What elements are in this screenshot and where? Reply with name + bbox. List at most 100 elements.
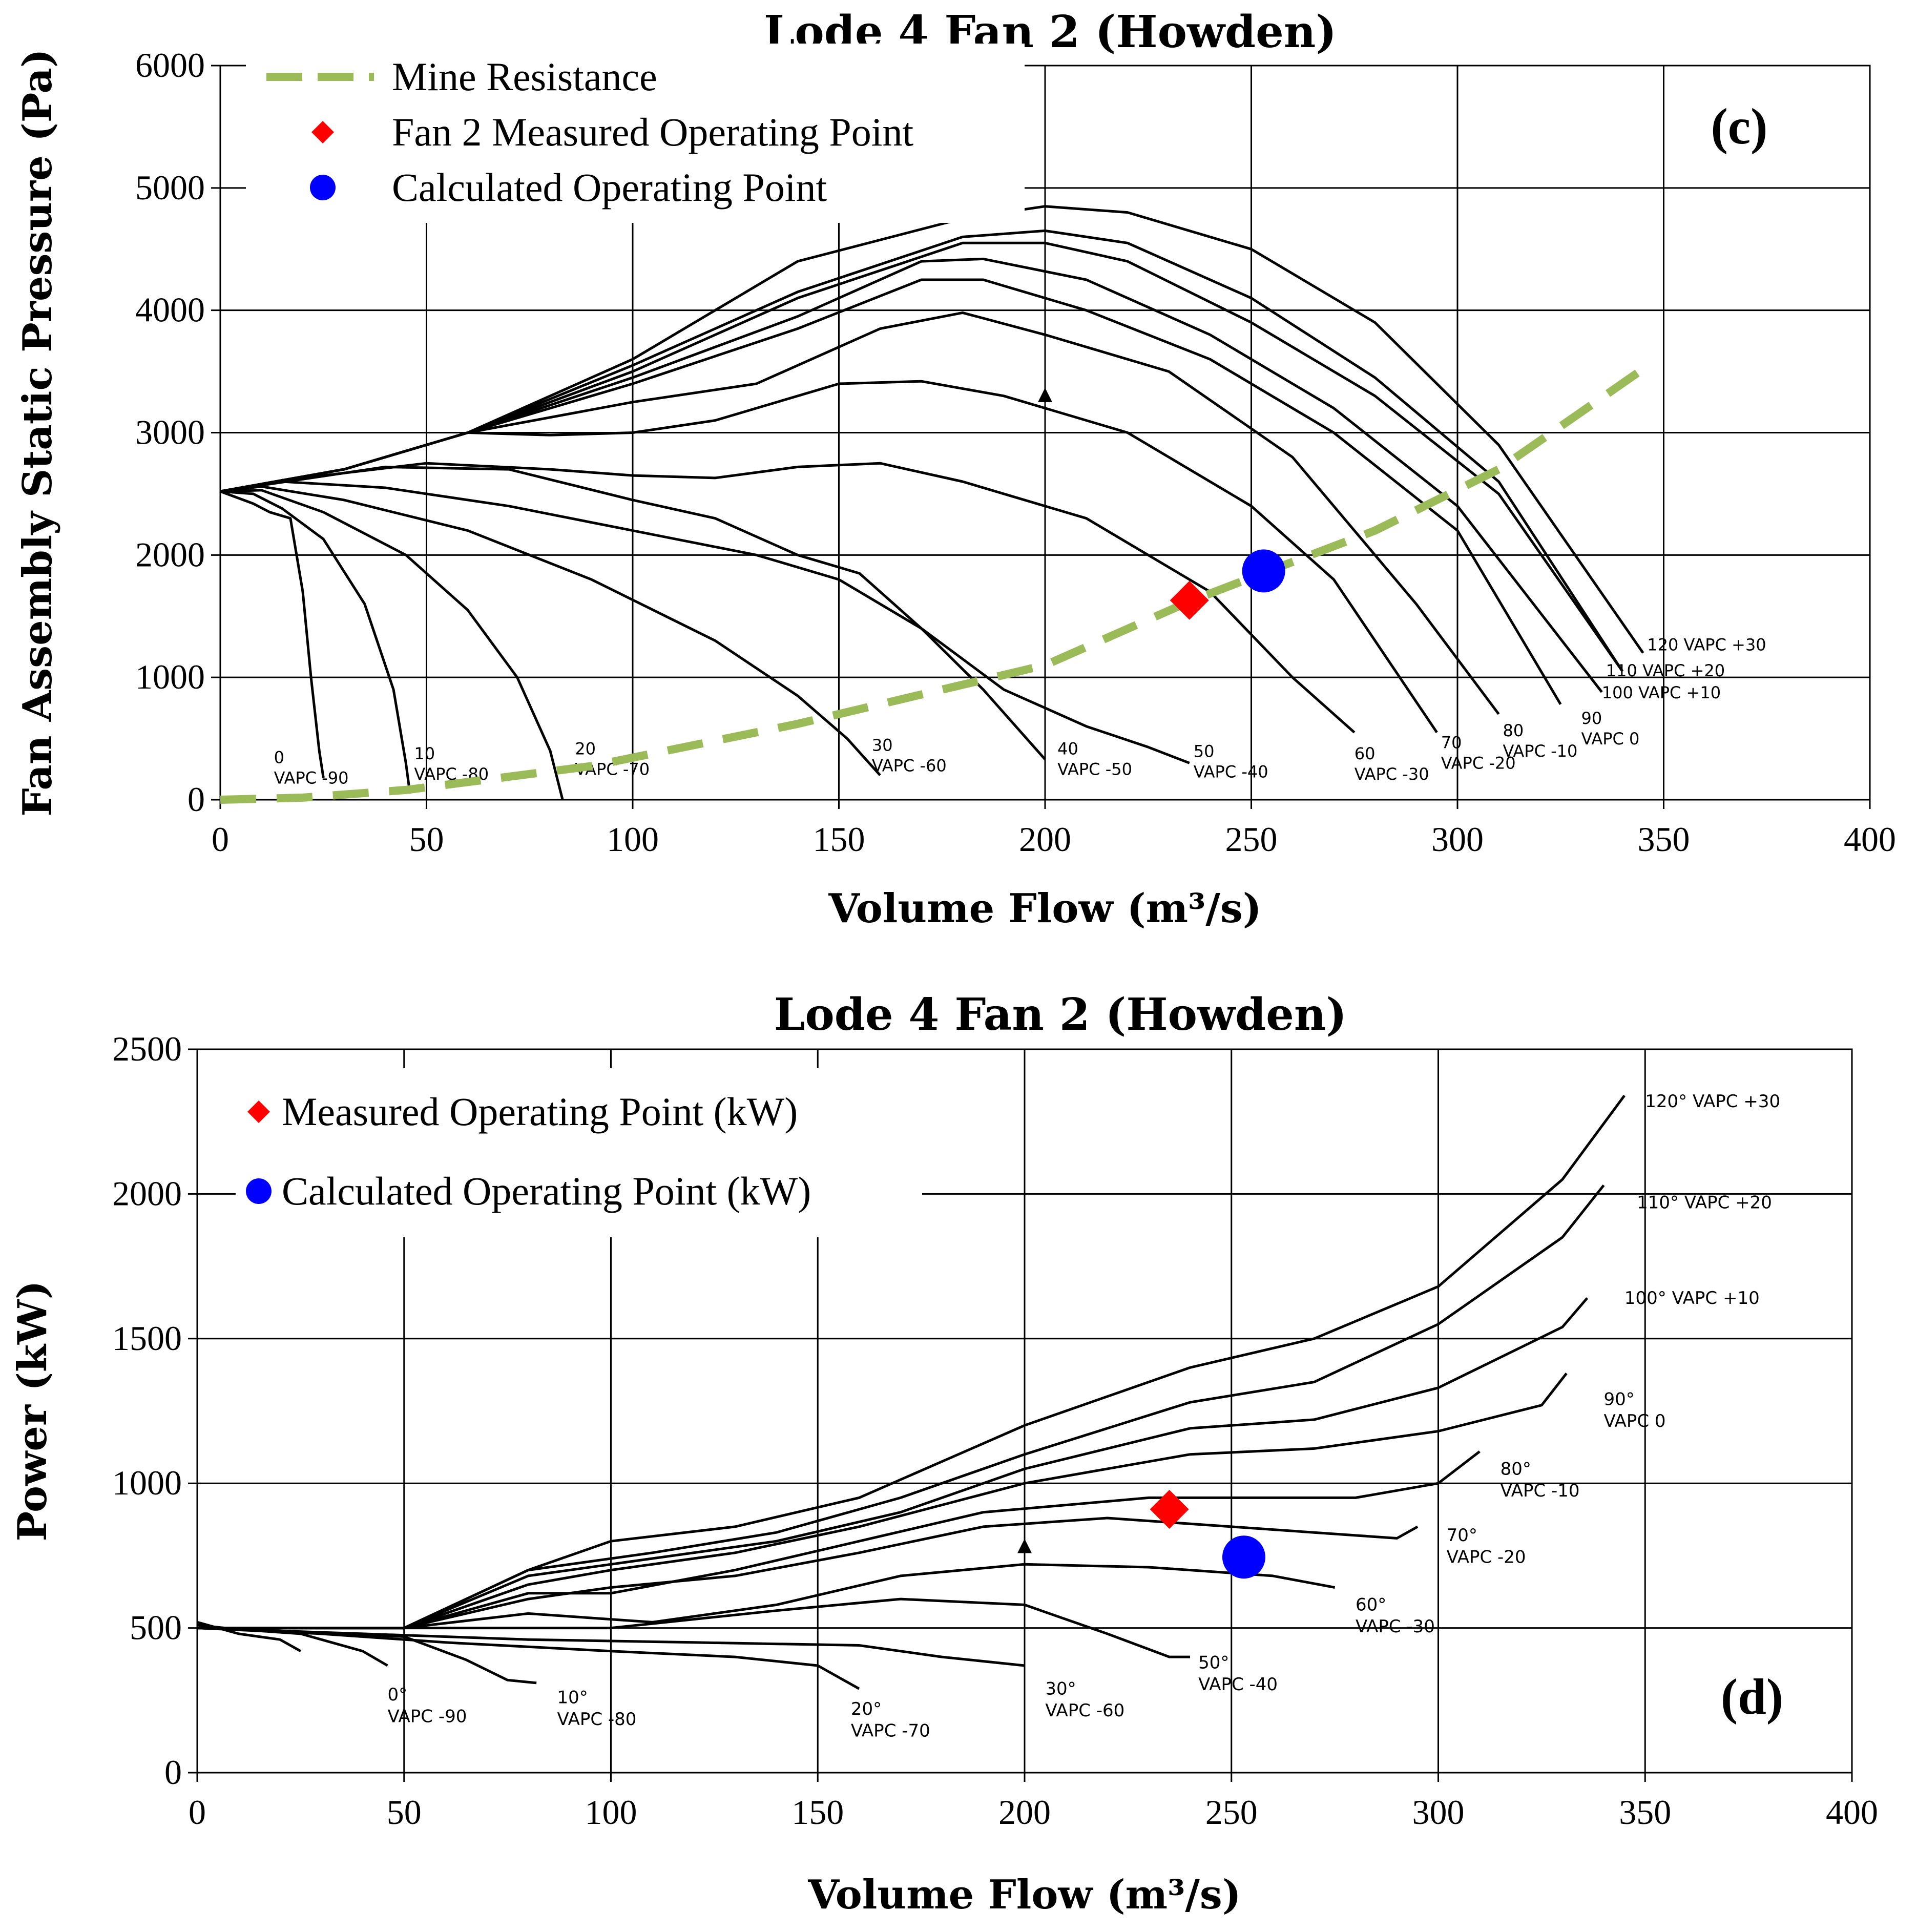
panel-label: (c): [1711, 98, 1768, 155]
fan-curve-line: [220, 490, 325, 778]
y-tick-label: 2000: [135, 535, 205, 574]
fan-curve-label: 50: [1194, 741, 1215, 761]
fan-curve-line: [220, 489, 564, 800]
x-tick-label: 250: [1225, 820, 1278, 859]
x-tick-label: 300: [1412, 1793, 1465, 1832]
fan-curve-label: 70°: [1447, 1525, 1477, 1546]
fan-curve-label: 30: [872, 735, 893, 755]
measured-operating-point: [1170, 580, 1209, 620]
y-tick-label: 3000: [135, 413, 205, 452]
fan-curve-label: VAPC -20: [1441, 754, 1516, 773]
fan-curve-line: [197, 1373, 1568, 1630]
x-tick-label: 0: [212, 820, 229, 859]
fan-curve-label: 60°: [1356, 1595, 1386, 1615]
fan-curve-label: 50°: [1198, 1653, 1229, 1673]
fan-curve-label: 90: [1581, 709, 1602, 728]
fan-curve-label: 90°: [1604, 1389, 1635, 1410]
fan-curve-label: 0°: [387, 1685, 407, 1705]
y-tick-label: 500: [130, 1608, 182, 1647]
fan-curve-line: [220, 311, 1500, 715]
legend-background: [246, 44, 1025, 223]
x-tick-label: 0: [189, 1793, 206, 1832]
x-tick-label: 350: [1638, 820, 1690, 859]
x-tick-label: 350: [1619, 1793, 1671, 1832]
x-tick-label: 400: [1844, 820, 1896, 859]
x-tick-label: 150: [791, 1793, 844, 1832]
fan-curve-label: 30°: [1045, 1679, 1076, 1699]
fan-curve-line: [220, 490, 411, 794]
fan-curve-label: 20: [575, 739, 596, 759]
fan-curve-label: VAPC -30: [1355, 764, 1429, 784]
x-tick-label: 50: [387, 1793, 422, 1832]
measured-operating-point: [1150, 1490, 1189, 1529]
y-tick-label: 6000: [135, 46, 205, 85]
fan-curve-label: 10°: [557, 1687, 588, 1708]
calculated-operating-point: [1222, 1535, 1265, 1579]
fan-curve-label: 20°: [851, 1699, 882, 1719]
fan-curve-label: VAPC -60: [1045, 1700, 1124, 1721]
x-tick-label: 300: [1431, 820, 1484, 859]
fan-curve-label: 60: [1355, 744, 1376, 763]
fan-curve-label: 100 VAPC +10: [1602, 683, 1721, 702]
stall-marker-triangle: [1017, 1539, 1032, 1553]
fan-curve-line: [197, 1563, 1336, 1630]
fan-curve-line: [197, 1516, 1419, 1630]
fan-curve-label: 10: [414, 744, 435, 763]
y-tick-label: 2000: [112, 1174, 182, 1213]
fan-curve-label: VAPC -90: [274, 768, 349, 787]
fan-curve-label: VAPC -50: [1057, 760, 1132, 779]
legend-label: Fan 2 Measured Operating Point: [392, 110, 913, 154]
chart-panel-c: 0 50 100 150 200 250 300 350 4000100020003000400…: [14, 6, 1896, 932]
fan-curve-label: VAPC -20: [1447, 1547, 1526, 1568]
mine-resistance-line: [220, 365, 1645, 804]
legend-swatch-circle: [246, 1178, 272, 1204]
fan-curve-label: 110° VAPC +20: [1637, 1193, 1772, 1213]
fan-curve-label: VAPC -80: [557, 1709, 637, 1730]
fan-curve-line: [197, 1627, 1025, 1667]
fan-curve-line: [220, 229, 1624, 672]
x-tick-label: 250: [1205, 1793, 1258, 1832]
y-tick-label: 1000: [135, 657, 205, 696]
fan-curve-label: VAPC 0: [1581, 729, 1640, 749]
fan-curve-line: [220, 480, 1046, 760]
x-tick-label: 400: [1826, 1793, 1878, 1832]
y-tick-label: 0: [164, 1753, 182, 1792]
fan-curve-label: 120 VAPC +30: [1647, 635, 1766, 655]
legend-label: Mine Resistance: [392, 54, 657, 99]
legend-label: Measured Operating Point (kW): [282, 1089, 798, 1134]
legend-swatch-diamond: [311, 121, 334, 143]
y-axis-title: Power (kW): [9, 1280, 56, 1541]
fan-curve-label: VAPC -40: [1194, 762, 1268, 781]
fan-curve-label: VAPC -40: [1198, 1674, 1278, 1695]
y-tick-label: 2500: [112, 1029, 182, 1068]
x-tick-label: 150: [813, 820, 865, 859]
x-tick-label: 100: [607, 820, 659, 859]
legend-label: Calculated Operating Point: [392, 165, 827, 210]
fan-curve-label: 120° VAPC +30: [1645, 1091, 1780, 1112]
chart-panel-d: 0 50 100 150 200 250 300 350 400 0 500 1000 1500 2000…: [9, 989, 1878, 1918]
fan-curve-line: [220, 465, 1190, 764]
fan-curve-label: VAPC 0: [1604, 1411, 1666, 1431]
x-tick-label: 50: [409, 820, 444, 859]
fan-curve-label: 80: [1503, 721, 1524, 740]
fan-curve-label: 40: [1057, 739, 1078, 759]
fan-curve-line: [220, 205, 1644, 654]
y-tick-label: 5000: [135, 168, 205, 207]
fan-curve-line: [197, 1094, 1626, 1630]
fan-curve-line: [220, 485, 881, 776]
fan-curve-line: [197, 1184, 1605, 1630]
panel-label: (d): [1721, 1668, 1783, 1725]
fan-curve-label: VAPC -60: [872, 756, 947, 775]
fan-curve-label: VAPC -90: [387, 1706, 467, 1727]
fan-curve-label: 110 VAPC +20: [1606, 661, 1725, 680]
y-tick-label: 1000: [112, 1463, 182, 1502]
fan-curve-label: VAPC -30: [1356, 1616, 1435, 1637]
x-axis-title: Volume Flow (m³/s): [828, 885, 1261, 932]
legend-swatch-diamond: [247, 1100, 270, 1123]
legend-swatch-circle: [310, 175, 336, 200]
fan-curve-line: [197, 1450, 1481, 1630]
calculated-operating-point: [1242, 549, 1285, 593]
x-tick-label: 200: [998, 1793, 1051, 1832]
fan-curve-label: 100° VAPC +10: [1624, 1288, 1760, 1308]
fan-curve-label: 0: [274, 747, 284, 767]
